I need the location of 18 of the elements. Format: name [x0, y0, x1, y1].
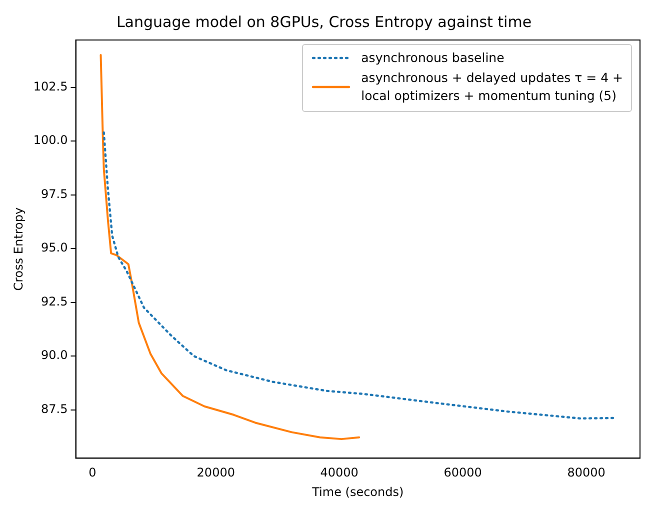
y-tick-label: 95.0: [41, 240, 68, 255]
x-tick-label: 20000: [196, 466, 235, 480]
x-axis-title: Time (seconds): [311, 484, 404, 499]
x-tick-label: 80000: [567, 466, 606, 480]
y-tick-label: 102.5: [33, 79, 68, 94]
x-tick-label: 60000: [444, 466, 482, 480]
legend-label: asynchronous baseline: [361, 49, 504, 67]
y-tick-label: 97.5: [41, 186, 68, 201]
x-tick-label: 0: [88, 466, 96, 480]
legend-label: asynchronous + delayed updates τ = 4 + local optimizers + momentum tuning (5): [361, 69, 623, 105]
x-tick-label: 40000: [320, 466, 358, 480]
y-tick-label: 90.0: [41, 348, 68, 362]
line-series: [102, 131, 616, 420]
y-axis-title: Cross Entropy: [11, 207, 26, 291]
chart-title: Language model on 8GPUs, Cross Entropy against time: [116, 12, 532, 31]
y-tick-label: 87.5: [41, 402, 68, 416]
y-tick-label: 92.5: [41, 294, 68, 308]
y-tick-label: 100.0: [33, 133, 68, 148]
